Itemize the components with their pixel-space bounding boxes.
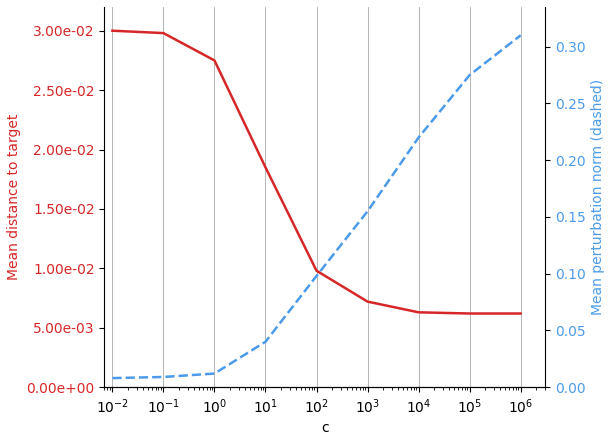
X-axis label: c: c [321,421,329,435]
Y-axis label: Mean distance to target: Mean distance to target [7,114,21,280]
Y-axis label: Mean perturbation norm (dashed): Mean perturbation norm (dashed) [591,79,605,315]
